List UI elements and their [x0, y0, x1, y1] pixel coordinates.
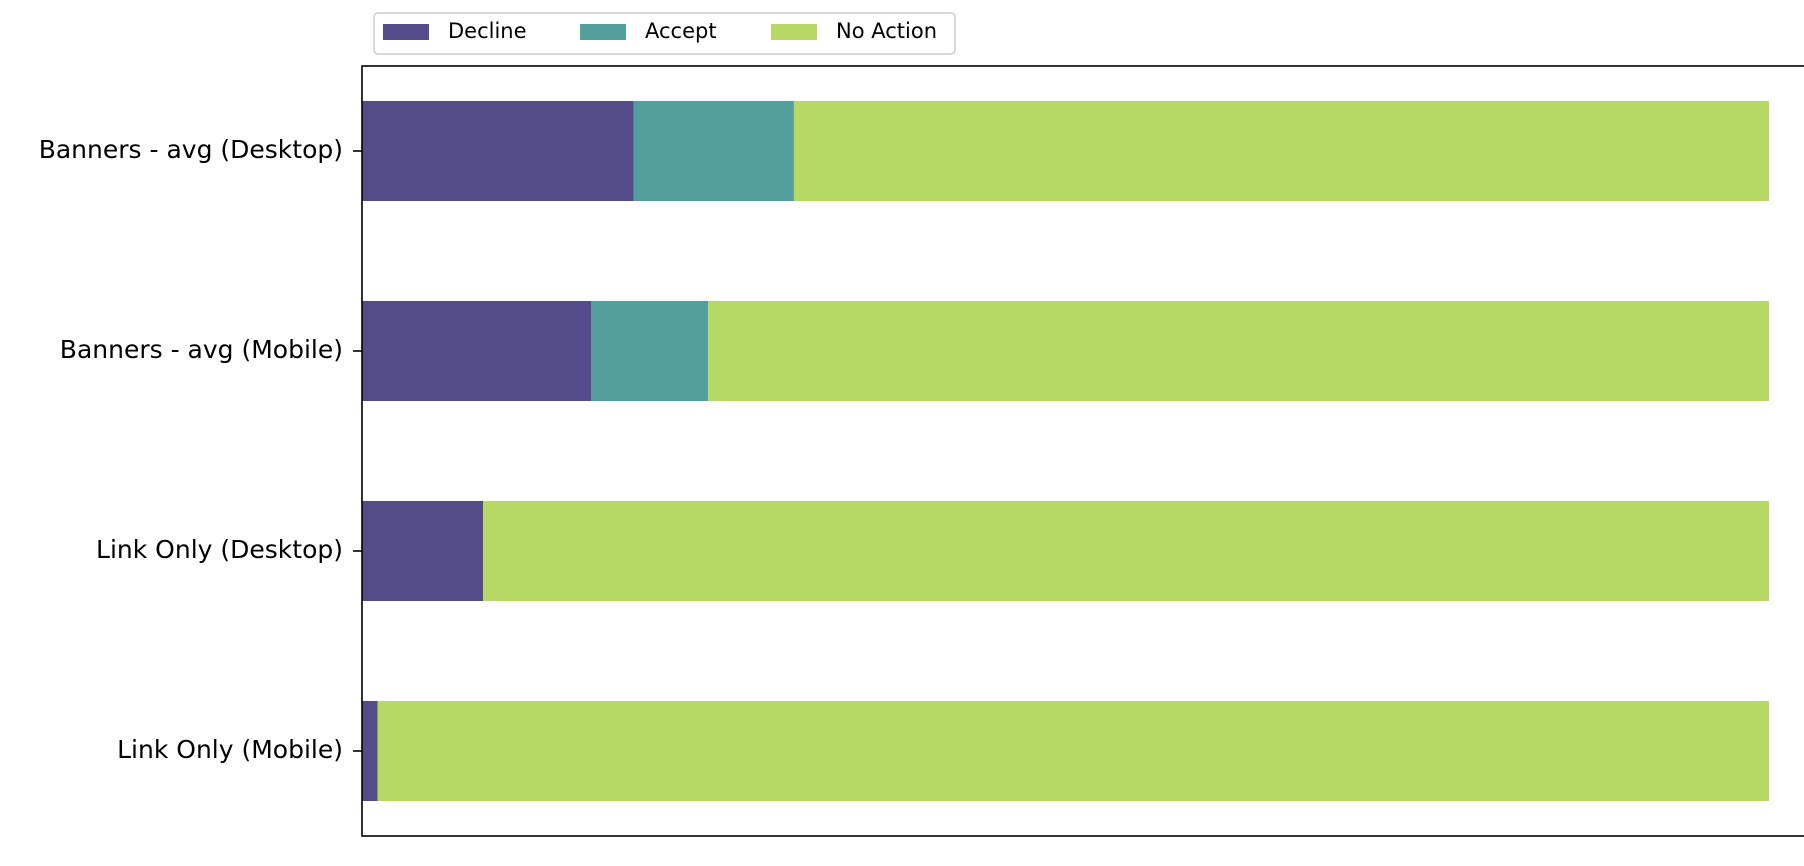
legend-label-decline: Decline — [448, 19, 527, 43]
bar-link-only-mobile-decline — [362, 701, 378, 801]
bar-banners-avg-desktop-no-action — [793, 101, 1769, 201]
bars-layer — [362, 101, 1770, 801]
legend-label-accept: Accept — [645, 19, 717, 43]
bar-link-only-desktop-no-action — [483, 501, 1769, 601]
bar-banners-avg-desktop-accept — [633, 101, 794, 201]
y-axis-ticks: Banners - avg (Desktop) Banners - avg (Mo… — [39, 135, 362, 764]
bar-banners-avg-mobile-no-action — [708, 301, 1769, 401]
legend-label-no-action: No Action — [836, 19, 937, 43]
bar-banners-avg-desktop-decline — [362, 101, 634, 201]
legend: Decline Accept No Action — [373, 12, 956, 55]
bar-banners-avg-mobile-decline — [362, 301, 592, 401]
y-tick-label-link-only-mobile: Link Only (Mobile) — [117, 735, 343, 764]
bar-link-only-desktop-decline — [362, 501, 483, 601]
plot-frame — [361, 65, 1804, 837]
y-tick-label-link-only-desktop: Link Only (Desktop) — [96, 535, 343, 564]
y-tick-label-banners-avg-desktop: Banners - avg (Desktop) — [39, 135, 343, 164]
y-tick-label-banners-avg-mobile: Banners - avg (Mobile) — [60, 335, 343, 364]
legend-swatch-decline — [383, 24, 429, 40]
legend-swatch-accept — [580, 24, 626, 40]
bar-banners-avg-mobile-accept — [591, 301, 709, 401]
legend-box — [373, 12, 956, 55]
bar-link-only-mobile-no-action — [377, 701, 1770, 801]
legend-swatch-no-action — [771, 24, 817, 40]
